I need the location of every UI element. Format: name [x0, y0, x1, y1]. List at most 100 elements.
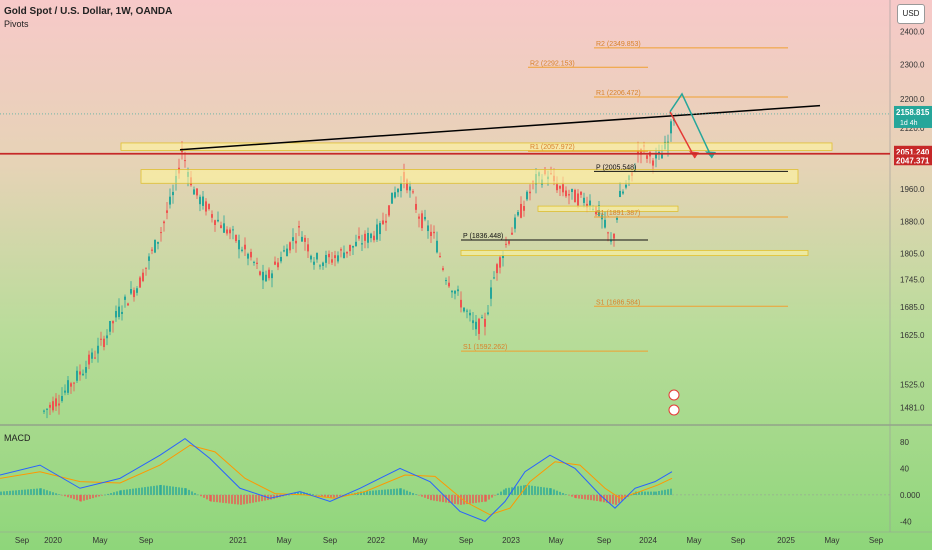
x-tick-label: May	[276, 536, 291, 545]
macd-histogram-bar	[261, 494, 263, 502]
macd-histogram-bar	[497, 493, 499, 495]
candle-body	[217, 219, 219, 222]
macd-histogram-bar	[658, 491, 660, 495]
macd-histogram-bar	[163, 485, 165, 495]
x-tick-label: 2020	[44, 536, 62, 545]
candle-body	[67, 380, 69, 393]
candle-body	[286, 248, 288, 257]
macd-histogram-bar	[505, 488, 507, 495]
macd-histogram-bar	[312, 494, 314, 495]
candle-body	[607, 232, 609, 234]
macd-histogram-bar	[503, 489, 505, 495]
macd-histogram-bar	[393, 488, 395, 495]
macd-histogram-bar	[116, 491, 118, 495]
macd-histogram-bar	[98, 494, 100, 497]
macd-histogram-bar	[203, 494, 205, 498]
candle-body	[91, 352, 93, 359]
candle-body	[184, 160, 186, 162]
candle-body	[94, 357, 96, 359]
macd-label[interactable]: MACD	[4, 433, 31, 443]
macd-histogram-bar	[481, 494, 483, 503]
candle-body	[355, 241, 357, 247]
macd-histogram-bar	[297, 492, 299, 495]
macd-histogram-bar	[36, 488, 38, 495]
y-tick-label: 1880.0	[900, 218, 925, 227]
candle-body	[328, 253, 330, 258]
candle-body	[133, 290, 135, 298]
macd-histogram-bar	[191, 491, 193, 495]
x-tick-label: 2025	[777, 536, 795, 545]
x-tick-label: May	[824, 536, 839, 545]
macd-histogram-bar	[448, 494, 450, 503]
macd-histogram-bar	[381, 489, 383, 495]
candle-body	[511, 232, 513, 235]
y-tick-label: 1525.0	[900, 381, 925, 390]
macd-histogram-bar	[618, 494, 620, 503]
macd-histogram-bar	[213, 494, 215, 502]
candle-body	[154, 239, 156, 253]
candle-body	[193, 189, 195, 195]
macd-histogram-bar	[403, 489, 405, 495]
indicator-label[interactable]: Pivots	[4, 19, 29, 29]
candle-body	[481, 317, 483, 319]
candle-body	[421, 213, 423, 229]
macd-histogram-bar	[406, 490, 408, 495]
candle-body	[325, 254, 327, 263]
macd-histogram-bar	[661, 490, 663, 495]
macd-histogram-bar	[366, 491, 368, 495]
macd-histogram-bar	[216, 494, 218, 503]
y-tick-label: 2120.0	[900, 124, 925, 133]
macd-histogram-bar	[556, 490, 558, 495]
candle-body	[409, 186, 411, 191]
candle-body	[199, 196, 201, 205]
macd-histogram-bar	[363, 491, 365, 495]
candle-body	[208, 204, 210, 210]
macd-line	[0, 438, 673, 522]
candle-body	[43, 410, 45, 412]
macd-histogram-bar	[107, 493, 109, 495]
candle-body	[616, 217, 618, 220]
macd-histogram-bar	[67, 494, 69, 498]
macd-histogram-bar	[55, 493, 57, 495]
macd-histogram-bar	[138, 487, 140, 495]
candle-body	[418, 216, 420, 219]
candle-body	[244, 244, 246, 250]
candle-body	[289, 242, 291, 251]
currency-button[interactable]: USD	[897, 4, 925, 24]
macd-histogram-bar	[58, 494, 60, 495]
candle-body	[58, 403, 60, 406]
candle-body	[577, 193, 579, 206]
macd-histogram-bar	[300, 491, 302, 495]
macd-histogram-bar	[528, 485, 530, 495]
macd-histogram-bar	[630, 494, 632, 496]
candle-body	[283, 250, 285, 252]
macd-histogram-bar	[488, 494, 490, 500]
macd-tick-label: 40	[900, 464, 909, 473]
candle-body	[394, 192, 396, 198]
flag-icon	[668, 404, 680, 416]
candle-body	[460, 299, 462, 308]
x-tick-label: 2021	[229, 536, 247, 545]
macd-histogram-bar	[454, 494, 456, 504]
candle-body	[604, 219, 606, 228]
macd-histogram-bar	[188, 489, 190, 495]
candle-body	[280, 256, 282, 262]
candle-body	[301, 236, 303, 242]
macd-histogram-bar	[409, 491, 411, 495]
macd-histogram-bar	[494, 494, 496, 496]
candle-body	[388, 205, 390, 216]
macd-histogram-bar	[460, 494, 462, 505]
candle-body	[298, 226, 300, 228]
candle-body	[166, 210, 168, 213]
candle-body	[361, 243, 363, 245]
candle-body	[307, 244, 309, 252]
macd-histogram-bar	[178, 487, 180, 495]
candle-body	[613, 233, 615, 239]
macd-histogram-bar	[309, 493, 311, 495]
candle-body	[64, 390, 66, 393]
candle-body	[352, 245, 354, 248]
macd-histogram-bar	[546, 487, 548, 495]
candle-body	[55, 398, 57, 407]
price-label-box	[894, 145, 932, 157]
